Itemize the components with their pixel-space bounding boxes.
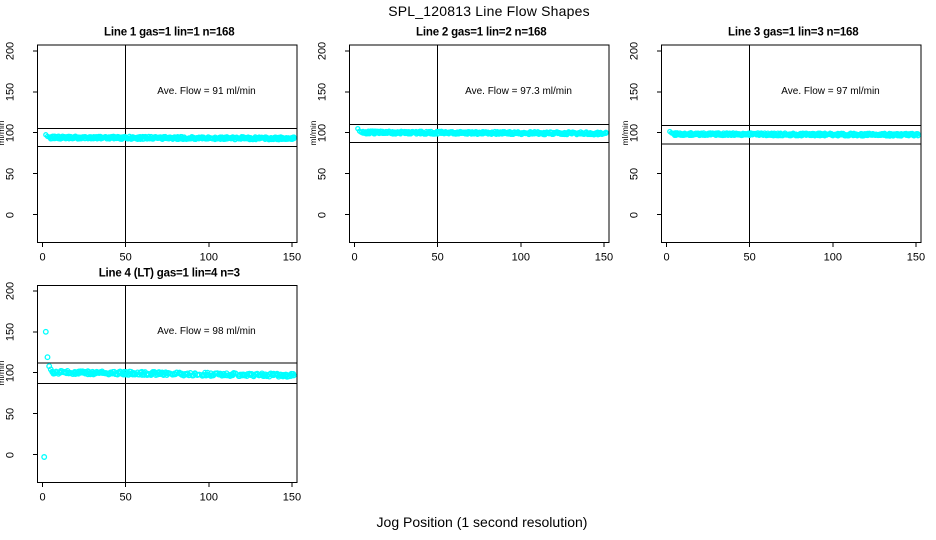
y-axis-label: ml/min (0, 360, 6, 386)
panel-title-line1: Line 1 gas=1 lin=1 n=168 (104, 26, 235, 39)
y-tick-label: 100 (628, 123, 640, 142)
x-axis-label: Jog Position (1 second resolution) (376, 514, 588, 530)
x-tick-label: 0 (39, 251, 46, 264)
panel-line2-plot (345, 44, 610, 247)
panel-line3-plot (657, 44, 922, 247)
x-tick-label: 50 (119, 491, 132, 504)
data-point (41, 454, 48, 460)
y-axis-label: ml/min (307, 120, 318, 146)
panel-title-line4: Line 4 (LT) gas=1 lin=4 n=3 (98, 266, 240, 279)
panel-title-line2: Line 2 gas=1 lin=2 n=168 (416, 26, 547, 39)
x-tick-label: 100 (199, 491, 218, 504)
y-tick-label: 0 (4, 451, 16, 458)
x-tick-label: 150 (906, 251, 926, 264)
y-tick-label: 200 (628, 41, 640, 61)
plot-box (37, 285, 298, 483)
panel-line1-plot (33, 44, 298, 247)
y-tick-label: 0 (628, 211, 640, 218)
x-tick-label: 0 (39, 491, 46, 504)
chart-main-title: SPL_120813 Line Flow Shapes (388, 3, 590, 19)
y-tick-label: 150 (4, 82, 16, 101)
x-tick-label: 50 (119, 251, 132, 264)
y-tick-label: 200 (4, 41, 16, 61)
ave-flow-label-line4: Ave. Flow = 98 ml/min (157, 325, 256, 337)
y-tick-label: 150 (4, 322, 16, 341)
data-point (290, 134, 296, 140)
y-tick-label: 150 (316, 82, 328, 101)
panel-title-line3: Line 3 gas=1 lin=3 n=168 (728, 26, 859, 39)
x-tick-label: 100 (199, 251, 218, 264)
y-tick-label: 0 (316, 211, 328, 218)
ave-flow-label-line3: Ave. Flow = 97 ml/min (781, 85, 880, 97)
data-point (42, 328, 49, 335)
x-tick-label: 100 (823, 251, 842, 264)
ave-flow-label-line1: Ave. Flow = 91 ml/min (157, 85, 256, 97)
x-tick-label: 0 (351, 251, 358, 264)
y-tick-label: 200 (316, 41, 328, 61)
y-tick-label: 200 (4, 281, 16, 301)
y-axis-label: ml/min (0, 120, 6, 146)
y-tick-label: 0 (4, 211, 16, 218)
y-tick-label: 100 (4, 123, 16, 142)
y-tick-label: 100 (316, 123, 328, 142)
y-tick-label: 50 (628, 167, 640, 180)
y-tick-label: 150 (628, 82, 640, 101)
x-tick-label: 50 (431, 251, 444, 264)
y-tick-label: 100 (4, 363, 16, 382)
x-tick-label: 50 (743, 251, 756, 264)
plot-box (661, 44, 922, 243)
x-tick-label: 150 (282, 251, 302, 264)
y-tick-label: 50 (4, 407, 16, 420)
data-point (603, 129, 609, 135)
y-tick-label: 50 (4, 167, 16, 180)
y-tick-label: 50 (316, 167, 328, 180)
x-tick-label: 150 (282, 491, 302, 504)
data-point (44, 354, 51, 361)
data-point (290, 371, 297, 377)
data-point (230, 370, 237, 377)
x-tick-label: 150 (594, 251, 614, 264)
plot-box (37, 44, 298, 243)
y-axis-label: ml/min (619, 120, 630, 146)
data-point (247, 372, 254, 379)
x-tick-label: 0 (663, 251, 670, 264)
plot-box (349, 44, 610, 243)
ave-flow-label-line2: Ave. Flow = 97.3 ml/min (465, 85, 572, 97)
x-tick-label: 100 (511, 251, 530, 264)
panel-line4-plot (33, 285, 298, 487)
data-point (915, 131, 921, 137)
